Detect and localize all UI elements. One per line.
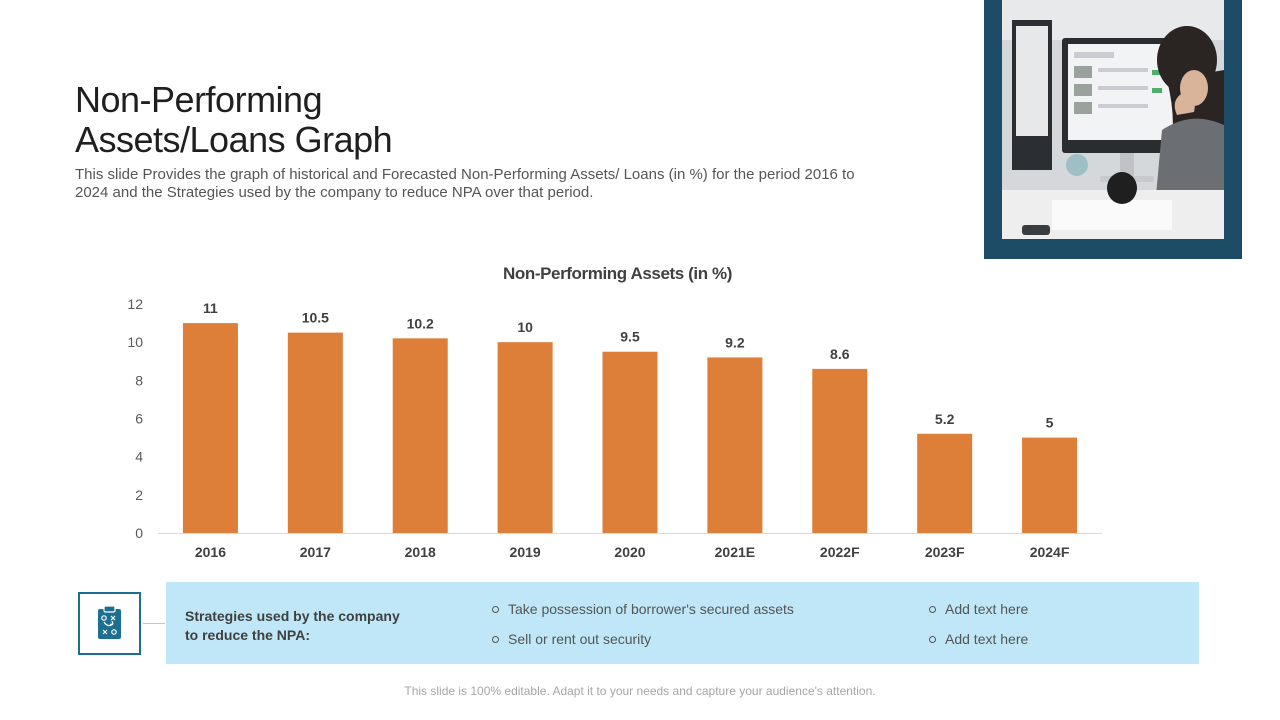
bullet-icon [492,605,499,613]
strategy-item: Take possession of borrower's secured as… [492,600,794,618]
y-tick-label: 0 [135,525,143,541]
strategy-item: Add text here [929,600,1028,618]
x-tick-label: 2016 [195,544,226,560]
data-label: 11 [203,300,218,316]
strategy-item-text: Take possession of borrower's secured as… [508,601,794,617]
strategy-icon-box [78,592,141,655]
bullet-icon [929,635,936,643]
strategy-item: Add text here [929,630,1028,648]
clipboard-strategy-icon [98,605,121,639]
data-label: 10.2 [407,315,434,331]
strategy-heading-line-2: to reduce the NPA: [185,627,310,643]
x-axis: 2016 2017 2018 2019 2020 2021E 2022F 2023F 2024F [195,544,1070,560]
bar [1022,437,1078,533]
office-photo [1002,0,1224,239]
data-label: 5.2 [935,411,955,427]
bullet-icon [492,635,499,643]
y-tick-label: 6 [135,411,143,427]
x-tick-label: 2023F [925,544,965,560]
x-tick-label: 2017 [300,544,331,560]
photo-frame [984,0,1242,259]
bar [602,351,658,533]
bar [392,338,448,533]
x-tick-label: 2019 [510,544,541,560]
y-tick-label: 4 [135,449,143,465]
strategy-item: Sell or rent out security [492,630,651,648]
data-label: 8.6 [830,346,850,362]
x-tick-label: 2018 [405,544,436,560]
bar [287,332,343,533]
bar [917,433,973,533]
bar [497,342,553,533]
x-tick-label: 2024F [1030,544,1070,560]
strategy-item-text: Sell or rent out security [508,631,652,647]
bar-series [182,323,1078,533]
y-tick-label: 8 [135,372,143,388]
slide-title: Non-Performing Assets/Loans Graph [75,80,675,160]
office-photo-illustration [1002,0,1224,239]
slide-footer: This slide is 100% editable. Adapt it to… [404,684,876,698]
y-axis: 0 2 4 6 8 10 12 [127,296,143,541]
chart-title: Non-Performing Assets (in %) [502,264,733,283]
y-tick-label: 10 [127,334,143,350]
strategy-item-text: Add text here [945,631,1029,647]
data-label: 10.5 [302,310,329,326]
strategy-heading-line-1: Strategies used by the company [185,608,400,624]
title-line-1: Non-Performing [75,79,323,120]
bar [182,323,238,533]
strategy-heading: Strategies used by the company to reduce… [185,607,425,645]
data-label: 9.5 [620,329,640,345]
y-tick-label: 12 [127,296,143,312]
bar-chart: 0 2 4 6 8 10 12 11 10.5 10.2 10 9.5 9.2 8.6 5.2 5 2016… [127,296,1102,560]
x-tick-label: 2022F [820,544,860,560]
slide-subtitle: This slide Provides the graph of histori… [75,166,855,201]
data-label: 5 [1046,415,1054,431]
strategy-item-text: Add text here [945,601,1029,617]
bar [812,368,868,533]
connector-line [143,623,165,624]
x-tick-label: 2021E [715,544,755,560]
bar [707,357,763,533]
data-label: 9.2 [725,334,745,350]
data-label: 10 [517,319,533,335]
data-labels: 11 10.5 10.2 10 9.5 9.2 8.6 5.2 5 [203,300,1054,431]
title-line-2: Assets/Loans Graph [75,119,393,160]
x-tick-label: 2020 [614,544,645,560]
y-tick-label: 2 [135,487,143,503]
bullet-icon [929,605,936,613]
strategy-panel: Strategies used by the company to reduce… [166,582,1199,664]
